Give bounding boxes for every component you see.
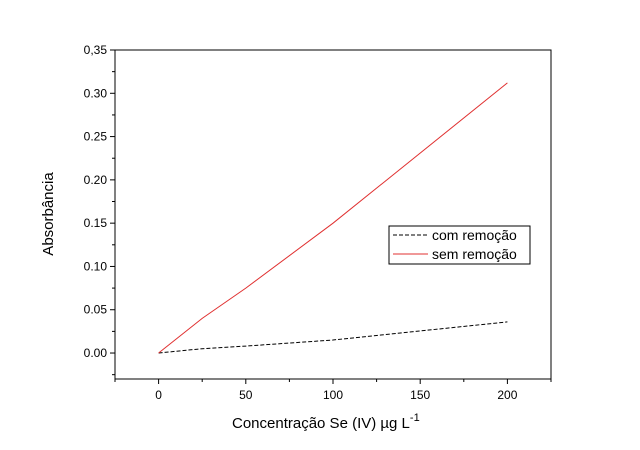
- legend-box: [388, 225, 531, 265]
- x-axis-title-superscript: -1: [410, 412, 420, 424]
- series-line-1: [158, 82, 508, 354]
- legend: com remoção sem remoção: [388, 225, 531, 265]
- legend-label-sem-remocao: sem remoção: [432, 246, 517, 262]
- y-tick-label: 0.20: [84, 173, 108, 187]
- x-tick-label: 0: [155, 388, 162, 402]
- y-tick-label: 0.00: [84, 346, 108, 360]
- y-tick-label: 0.10: [84, 259, 108, 273]
- y-tick-label: 0,35: [84, 43, 108, 57]
- x-axis-title-text: Concentração Se (IV) µg L: [232, 415, 410, 432]
- legend-label-com-remocao: com remoção: [432, 227, 517, 243]
- x-axis-title: Concentração Se (IV) µg L-1: [232, 412, 420, 432]
- y-tick-label: 0.30: [84, 86, 108, 100]
- x-axis-ticks: 0 50 100 150 200: [114, 379, 552, 402]
- y-axis-title: Absorbância: [40, 172, 57, 256]
- series-line-0: [158, 321, 508, 354]
- y-tick-label: 0.05: [84, 303, 108, 317]
- series-layer: [158, 82, 508, 354]
- plot-frame: [114, 49, 552, 380]
- x-tick-label: 50: [239, 388, 253, 402]
- x-tick-label: 150: [410, 388, 430, 402]
- x-tick-label: 200: [497, 388, 517, 402]
- y-axis-ticks: 0.00 0.05 0.10 0.15 0.20 0.25 0.30 0,35: [84, 43, 115, 376]
- x-tick-label: 100: [323, 388, 343, 402]
- y-tick-label: 0.15: [84, 216, 108, 230]
- y-tick-label: 0.25: [84, 130, 108, 144]
